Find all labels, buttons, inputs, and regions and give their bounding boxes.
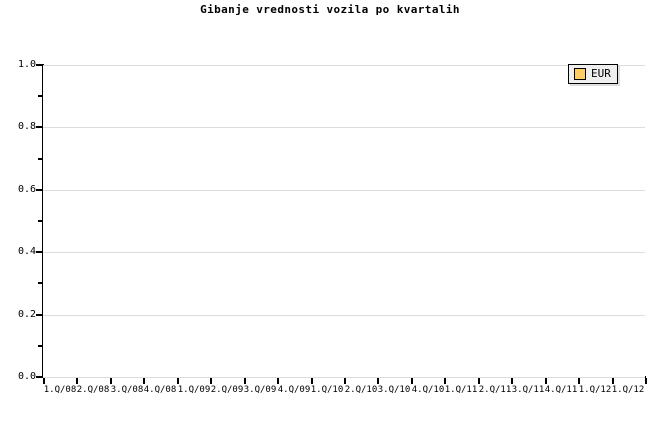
gridline <box>43 127 645 129</box>
y-axis-tick-minor <box>38 220 43 222</box>
x-axis-tick <box>411 378 413 384</box>
y-axis-tick-major <box>36 126 43 129</box>
x-axis-tick <box>76 378 78 384</box>
x-axis-tick-label: 2.Q/08 <box>76 385 110 395</box>
x-axis-tick <box>143 378 145 384</box>
plot-area <box>43 65 645 378</box>
legend-label-eur: EUR <box>591 67 611 80</box>
y-axis-tick-label: 1.0 <box>17 59 36 70</box>
legend-swatch-eur <box>574 68 586 80</box>
x-axis-tick <box>645 378 647 384</box>
y-axis-tick-minor <box>38 157 43 160</box>
x-axis-tick-label: 2.Q/09 <box>210 385 244 395</box>
y-axis-tick-minor <box>38 282 43 285</box>
x-axis-tick-label: 3.Q/11 <box>511 385 545 395</box>
x-axis-tick <box>545 378 547 384</box>
y-axis-tick-label: 0.4 <box>17 246 36 258</box>
x-axis-tick-label: 4.Q/11 <box>544 385 578 395</box>
x-axis-tick <box>344 378 346 384</box>
x-axis-tick-label: 1.Q/08 <box>43 385 77 395</box>
y-axis-tick-label: 0.6 <box>17 183 36 195</box>
gridline <box>43 252 645 254</box>
y-axis-tick-label: 0.0 <box>17 371 36 382</box>
chart-title: Gibanje vrednosti vozila po kvartalih <box>200 3 460 16</box>
x-axis-tick-label: 1.Q/12 <box>578 385 612 395</box>
y-axis-tick-minor <box>38 344 43 347</box>
x-axis-tick <box>511 378 513 384</box>
x-axis-tick <box>612 378 614 384</box>
y-axis-tick-major <box>36 376 43 378</box>
y-axis-tick-major <box>36 251 43 254</box>
x-axis-tick-label: 1.Q/09 <box>177 385 211 395</box>
gridlines <box>43 65 645 378</box>
x-axis-tick-label: 3.Q/08 <box>110 385 144 395</box>
x-axis-tick <box>444 378 446 384</box>
x-axis-tick <box>578 378 580 384</box>
x-axis-tick <box>210 378 212 384</box>
x-axis-tick-label: 4.Q/08 <box>143 385 177 395</box>
x-axis-tick-label: 4.Q/09 <box>277 385 311 395</box>
x-axis-tick-label: 3.Q/09 <box>243 385 277 395</box>
x-axis-tick <box>110 378 112 384</box>
gridline <box>43 189 645 191</box>
x-axis-tick <box>311 378 313 384</box>
gridline <box>43 377 645 378</box>
x-axis-tick-label: 1.Q/11 <box>444 385 478 395</box>
x-axis-tick <box>43 378 45 384</box>
gridline <box>43 65 645 66</box>
x-axis-tick <box>177 378 179 384</box>
legend[interactable]: EUR <box>568 64 618 84</box>
gridline <box>43 314 645 316</box>
x-axis-tick <box>277 378 279 384</box>
y-axis-tick-label: 0.8 <box>17 121 36 133</box>
x-axis-tick-label: 1.Q/12 <box>611 385 645 395</box>
x-axis-tick <box>244 378 246 384</box>
x-axis-tick <box>377 378 379 384</box>
x-axis-tick-label: 4.Q/10 <box>411 385 445 395</box>
y-axis-tick-label: 0.2 <box>17 308 36 320</box>
x-axis-tick-label: 2.Q/10 <box>344 385 378 395</box>
x-axis-tick-label: 1.Q/10 <box>310 385 344 395</box>
y-axis-tick-major <box>36 313 43 316</box>
x-axis-tick <box>478 378 480 384</box>
y-axis-tick-minor <box>38 95 43 98</box>
y-axis-tick-major <box>36 64 43 66</box>
x-axis-tick-label: 3.Q/10 <box>377 385 411 395</box>
x-axis-tick-label: 2.Q/11 <box>478 385 512 395</box>
y-axis-tick-major <box>36 188 43 191</box>
